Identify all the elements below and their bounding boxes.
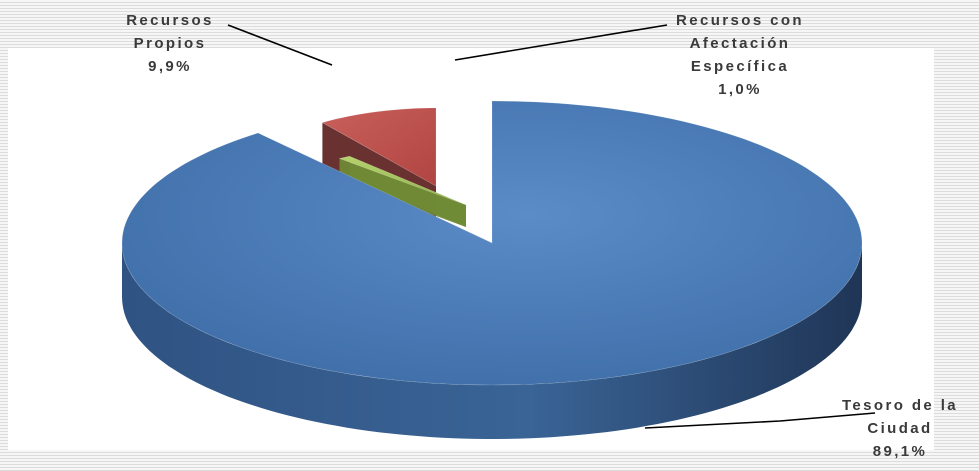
- tesoro-de-la-ciudad-label-line: 89,1%: [873, 443, 928, 460]
- recursos-propios-leader-line: [227, 24, 333, 66]
- recursos-con-afectacion-cut-face: [349, 156, 466, 227]
- recursos-con-afectacion-label-line: Recursos con: [676, 12, 804, 29]
- recursos-propios-label-line: 9,9%: [148, 58, 192, 75]
- recursos-propios-label: Recursos Propios 9,9%: [126, 12, 214, 75]
- recursos-propios-label-line: Recursos: [126, 12, 214, 29]
- recursos-con-afectacion-label-line: Específica: [691, 58, 789, 75]
- recursos-con-afectacion-slice: [338, 155, 467, 206]
- tesoro-de-la-ciudad-side: [122, 243, 862, 439]
- tesoro-de-la-ciudad-slice: [121, 100, 863, 386]
- recursos-con-afectacion-label: Recursos con Afectación Específica 1,0%: [676, 12, 804, 98]
- recursos-con-afectacion-label-line: 1,0%: [718, 81, 762, 98]
- recursos-con-afectacion-leader-line: [454, 24, 668, 61]
- tesoro-de-la-ciudad-label-line: Tesoro de la: [842, 397, 958, 414]
- recursos-con-afectacion-label-line: Afectación: [690, 35, 791, 52]
- recursos-propios-label-line: Propios: [134, 35, 207, 52]
- tesoro-de-la-ciudad-label-line: Ciudad: [867, 420, 932, 437]
- recursos-propios-slice: [321, 107, 437, 187]
- tesoro-de-la-ciudad-leader-line: [644, 412, 876, 429]
- tesoro-de-la-ciudad-label: Tesoro de la Ciudad 89,1%: [842, 397, 958, 460]
